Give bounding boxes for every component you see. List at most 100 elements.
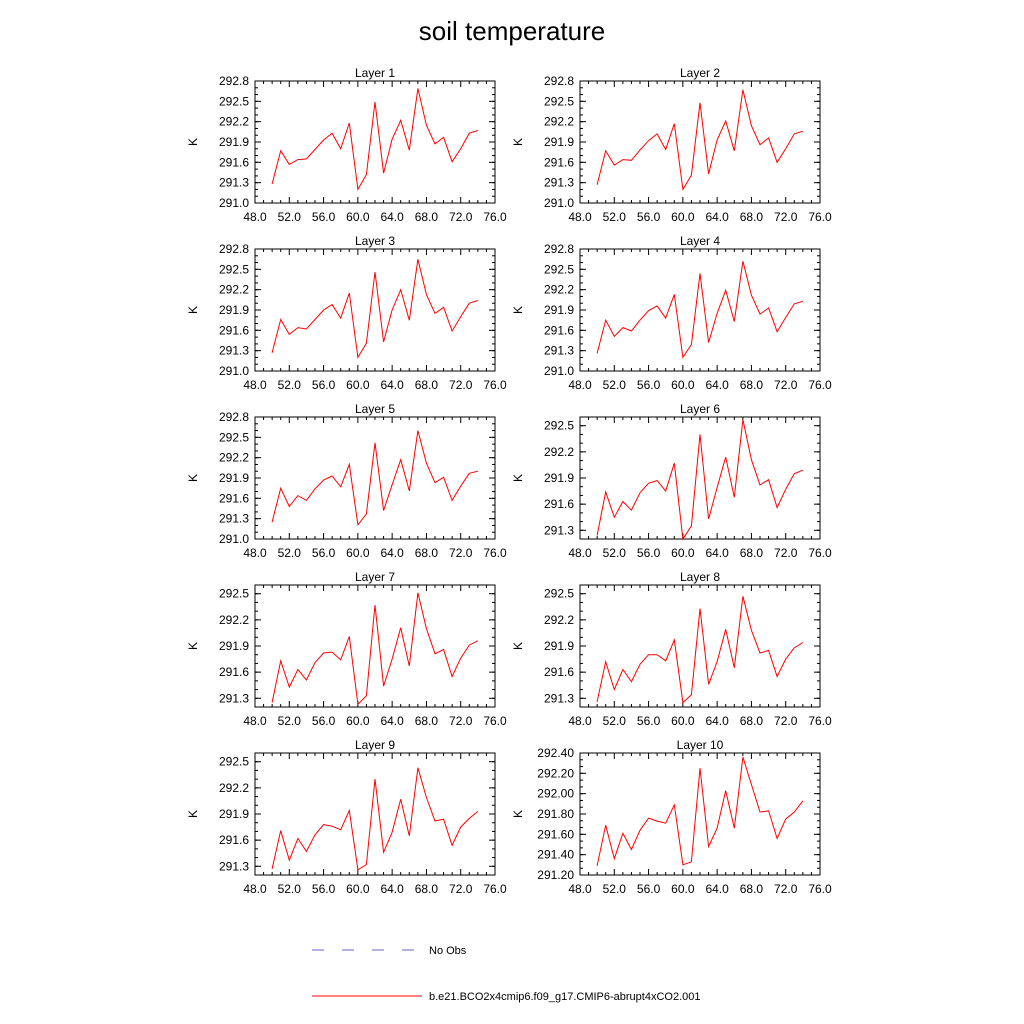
plot-frame — [254, 248, 496, 372]
y-tick-label: 291.6 — [219, 155, 249, 169]
y-tick-label: 292.40 — [537, 746, 574, 760]
panels: Layer 1 K 48.0 52.0 56.0 60.0 64.0 68.0 72.0 76.0… — [186, 66, 832, 896]
y-tick-label: 291.9 — [219, 639, 249, 653]
x-tick-label: 68.0 — [415, 378, 439, 392]
x-tick-label: 56.0 — [637, 546, 661, 560]
y-tick-label: 291.0 — [219, 196, 249, 210]
legend-no-obs-label: No Obs — [429, 945, 467, 957]
y-tick-label: 291.3 — [219, 344, 249, 358]
x-tick-label: 76.0 — [808, 714, 832, 728]
y-tick-label: 291.6 — [219, 491, 249, 505]
x-tick-label: 60.0 — [346, 882, 370, 896]
y-axis-label: K — [511, 810, 525, 818]
x-tick-label: 72.0 — [449, 546, 473, 560]
panel-title: Layer 3 — [355, 234, 395, 248]
x-tick-label: 60.0 — [671, 714, 695, 728]
y-tick-label: 292.20 — [537, 766, 574, 780]
x-tick-label: 76.0 — [808, 546, 832, 560]
x-tick-label: 76.0 — [483, 210, 507, 224]
x-tick-label: 52.0 — [278, 714, 302, 728]
series-line — [596, 596, 804, 704]
y-tick-label: 292.2 — [544, 283, 574, 297]
x-tick-label: 48.0 — [568, 210, 592, 224]
x-tick-label: 48.0 — [243, 378, 267, 392]
x-tick-label: 72.0 — [774, 546, 798, 560]
plot-frame — [579, 248, 821, 372]
x-tick-label: 52.0 — [603, 378, 627, 392]
x-tick-label: 52.0 — [278, 210, 302, 224]
panel-layer-1: Layer 1 K 48.0 52.0 56.0 60.0 64.0 68.0 72.0 76.0… — [186, 66, 507, 224]
y-tick-label: 291.6 — [544, 665, 574, 679]
x-tick-label: 76.0 — [483, 882, 507, 896]
x-tick-label: 72.0 — [449, 714, 473, 728]
x-tick-label: 64.0 — [380, 378, 404, 392]
panel-layer-3: Layer 3 K 48.0 52.0 56.0 60.0 64.0 68.0 72.0 76.0… — [186, 234, 507, 392]
x-tick-label: 68.0 — [740, 714, 764, 728]
y-tick-label: 292.2 — [544, 115, 574, 129]
x-tick-label: 76.0 — [483, 378, 507, 392]
x-tick-label: 76.0 — [808, 378, 832, 392]
y-tick-label: 292.2 — [219, 283, 249, 297]
plot-frame — [579, 584, 821, 708]
x-tick-label: 64.0 — [705, 378, 729, 392]
y-tick-label: 291.6 — [219, 665, 249, 679]
x-tick-label: 56.0 — [312, 546, 336, 560]
y-tick-label: 291.60 — [537, 827, 574, 841]
x-tick-label: 48.0 — [568, 882, 592, 896]
x-tick-label: 76.0 — [483, 714, 507, 728]
y-tick-label: 291.6 — [219, 833, 249, 847]
y-tick-label: 291.0 — [219, 532, 249, 546]
x-tick-label: 64.0 — [705, 882, 729, 896]
y-tick-label: 291.9 — [219, 135, 249, 149]
x-tick-label: 60.0 — [346, 378, 370, 392]
y-tick-label: 291.6 — [544, 497, 574, 511]
x-tick-label: 68.0 — [415, 714, 439, 728]
panel-title: Layer 1 — [355, 66, 395, 80]
y-tick-label: 292.8 — [544, 242, 574, 256]
x-tick-label: 56.0 — [312, 378, 336, 392]
x-tick-label: 72.0 — [774, 714, 798, 728]
y-axis-label: K — [186, 810, 200, 818]
x-tick-label: 48.0 — [243, 210, 267, 224]
x-tick-label: 56.0 — [637, 882, 661, 896]
x-tick-label: 48.0 — [568, 378, 592, 392]
panel-layer-9: Layer 9 K 48.0 52.0 56.0 60.0 64.0 68.0 72.0 76.0… — [186, 738, 507, 896]
y-tick-label: 291.9 — [544, 471, 574, 485]
y-tick-label: 292.2 — [544, 613, 574, 627]
series-line — [271, 767, 479, 871]
y-tick-label: 292.8 — [219, 74, 249, 88]
series-line — [596, 419, 804, 541]
x-tick-label: 68.0 — [740, 546, 764, 560]
y-tick-label: 292.8 — [219, 410, 249, 424]
panel-layer-2: Layer 2 K 48.0 52.0 56.0 60.0 64.0 68.0 72.0 76.0… — [511, 66, 832, 224]
y-tick-label: 292.2 — [219, 781, 249, 795]
y-tick-label: 291.9 — [219, 807, 249, 821]
x-tick-label: 72.0 — [774, 882, 798, 896]
x-tick-label: 64.0 — [705, 210, 729, 224]
y-tick-label: 292.5 — [219, 94, 249, 108]
y-tick-label: 291.9 — [544, 639, 574, 653]
figure-title: soil temperature — [419, 16, 605, 46]
x-tick-label: 60.0 — [671, 882, 695, 896]
y-axis-label: K — [511, 642, 525, 650]
y-tick-label: 291.3 — [544, 176, 574, 190]
series-line — [271, 88, 479, 191]
panel-title: Layer 4 — [680, 234, 720, 248]
x-tick-label: 64.0 — [705, 714, 729, 728]
y-tick-label: 292.5 — [219, 430, 249, 444]
x-tick-label: 68.0 — [740, 378, 764, 392]
y-tick-label: 292.5 — [219, 755, 249, 769]
x-tick-label: 56.0 — [637, 714, 661, 728]
x-tick-label: 56.0 — [312, 210, 336, 224]
y-tick-label: 291.3 — [544, 523, 574, 537]
series-line — [271, 430, 479, 527]
y-tick-label: 291.0 — [544, 364, 574, 378]
y-axis-label: K — [186, 474, 200, 482]
x-tick-label: 52.0 — [278, 882, 302, 896]
y-tick-label: 291.3 — [544, 691, 574, 705]
plot-frame — [579, 80, 821, 204]
y-tick-label: 291.0 — [219, 364, 249, 378]
series-line — [271, 259, 479, 359]
x-tick-label: 48.0 — [243, 546, 267, 560]
y-tick-label: 291.80 — [537, 807, 574, 821]
